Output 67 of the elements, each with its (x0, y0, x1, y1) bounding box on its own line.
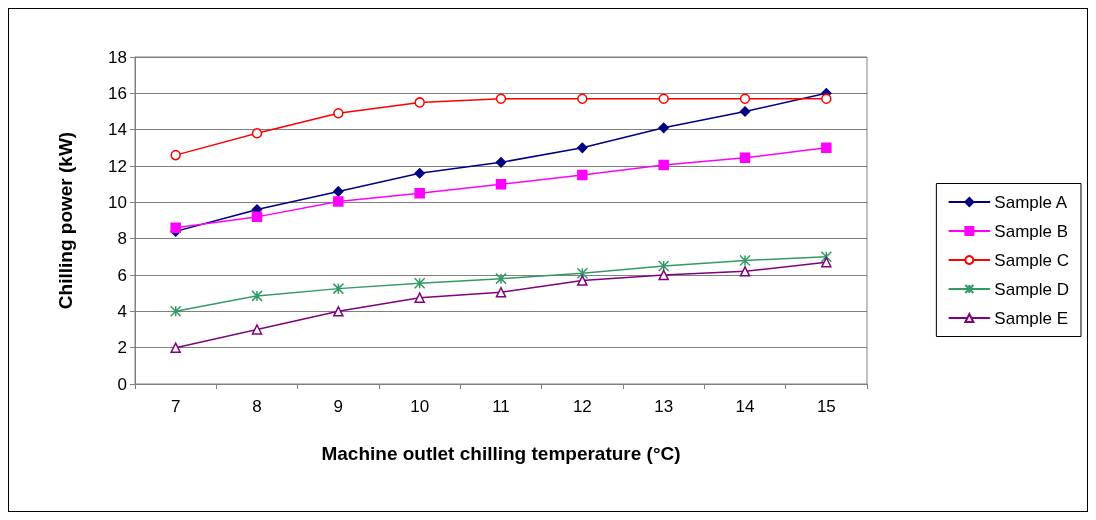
y-tick-label: 18 (108, 47, 127, 67)
x-tick-label: 7 (170, 397, 181, 416)
point (658, 159, 669, 171)
point (739, 254, 751, 267)
point (657, 260, 670, 272)
point (739, 152, 751, 164)
x-tick-label: 9 (333, 397, 344, 416)
point (658, 93, 669, 105)
point (821, 142, 832, 154)
point (251, 211, 263, 223)
x-tick-label: 12 (572, 397, 592, 416)
point (577, 93, 588, 105)
point (495, 93, 507, 105)
point (495, 157, 507, 168)
point (170, 342, 181, 353)
x-tick-label: 13 (654, 397, 674, 416)
point (495, 287, 507, 298)
point (333, 196, 344, 207)
point (251, 324, 263, 335)
y-tick-label: 12 (108, 156, 127, 176)
point (251, 290, 263, 302)
point (414, 168, 425, 179)
legend-label: Sample B (994, 221, 1069, 241)
y-tick-label: 10 (108, 192, 127, 212)
point (658, 269, 669, 281)
legend-label: Sample A (994, 192, 1068, 212)
x-tick-label: 10 (410, 397, 430, 416)
y-tick-label: 16 (108, 83, 127, 103)
point (658, 122, 669, 134)
point (495, 178, 507, 190)
point (169, 305, 182, 318)
point (333, 306, 344, 317)
point (414, 97, 425, 108)
x-tick-label: 15 (816, 397, 836, 416)
y-axis-title: Chilling power (kW) (55, 131, 76, 310)
point (576, 267, 589, 279)
point (251, 128, 263, 139)
point (413, 277, 426, 289)
y-tick-label: 0 (117, 374, 127, 394)
legend-label: Sample C (994, 250, 1069, 270)
point (577, 169, 588, 181)
point (414, 292, 425, 303)
y-tick-label: 4 (117, 301, 127, 321)
point (414, 188, 425, 199)
point (821, 257, 832, 268)
y-tick-label: 14 (108, 120, 127, 140)
y-tick-label: 6 (117, 265, 127, 285)
point (739, 93, 751, 105)
x-axis-title: Machine outlet chilling temperature (°C) (321, 443, 681, 464)
x-tick-label: 14 (735, 397, 755, 416)
point (820, 251, 833, 263)
x-tick-label: 8 (252, 397, 262, 416)
y-tick-label: 8 (117, 229, 127, 249)
point (495, 272, 507, 285)
x-tick-label: 11 (492, 397, 510, 416)
point (739, 106, 751, 117)
point (332, 282, 345, 295)
point (821, 93, 832, 105)
point (333, 186, 344, 197)
point (170, 149, 181, 161)
legend-label: Sample D (994, 279, 1069, 299)
point (577, 275, 588, 286)
point (333, 108, 344, 119)
point (739, 266, 751, 277)
legend-label: Sample E (994, 308, 1069, 328)
y-tick-label: 2 (117, 338, 127, 358)
point (577, 142, 588, 154)
